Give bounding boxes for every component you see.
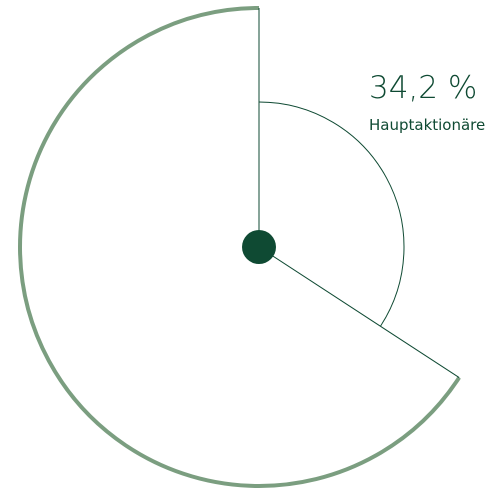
slice-highlight-arc: [258, 101, 405, 327]
center-dot: [242, 230, 276, 264]
radius-line-end: [258, 246, 460, 379]
slice-remainder-outline: [18, 6, 461, 488]
slice-label: Hauptaktionäre: [369, 116, 486, 134]
percent-label: 34,2 %: [369, 70, 478, 106]
